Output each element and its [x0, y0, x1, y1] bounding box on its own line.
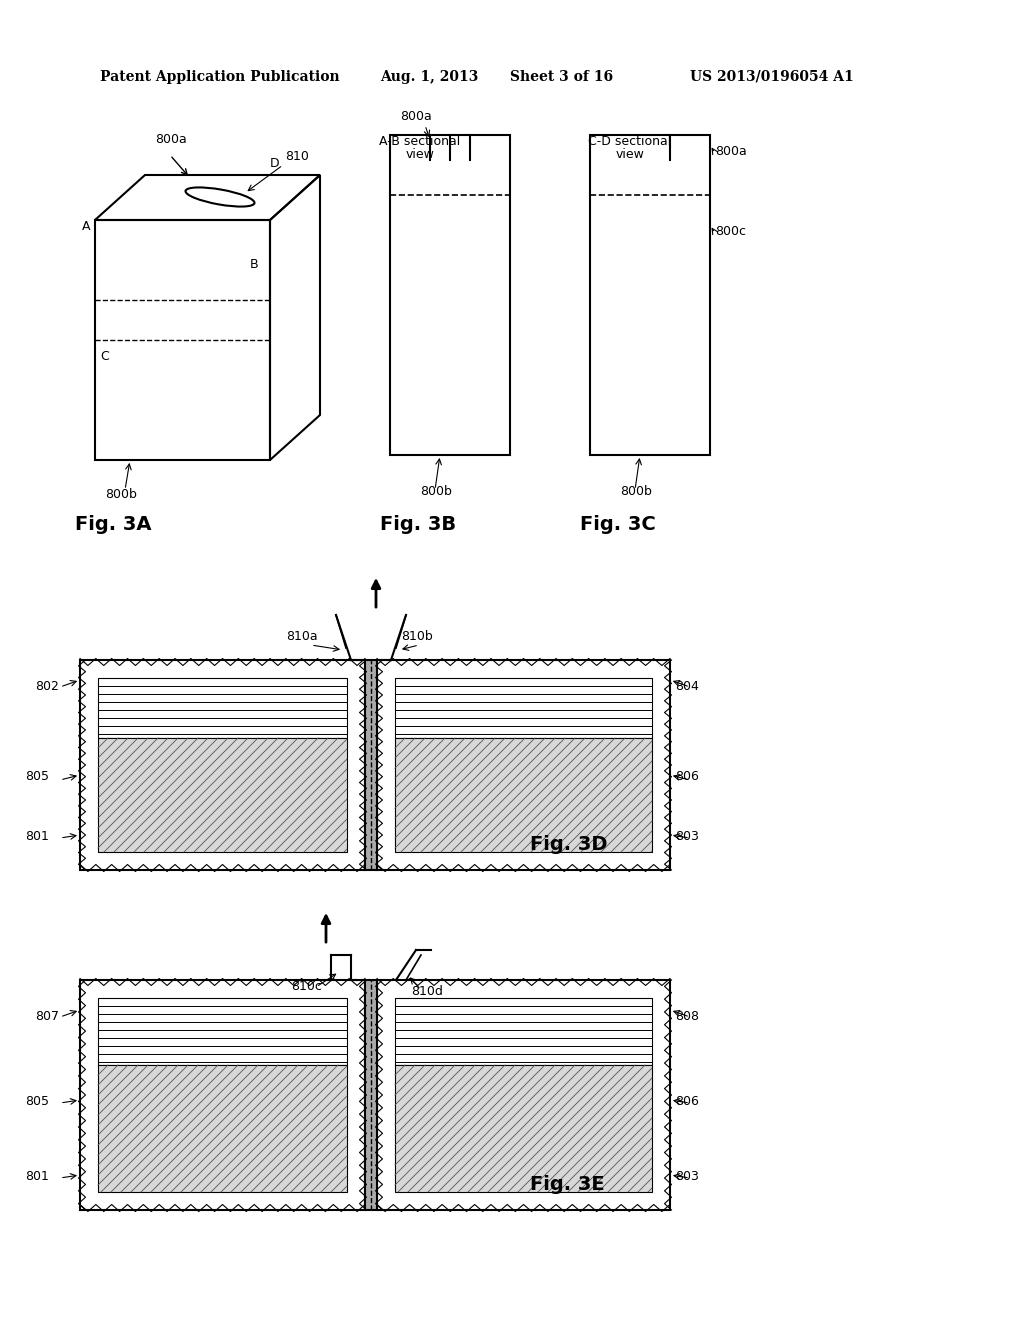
- Text: Fig. 3C: Fig. 3C: [580, 515, 655, 535]
- Text: 800a: 800a: [400, 110, 432, 123]
- Bar: [590, 135, 710, 455]
- Text: 800a: 800a: [155, 133, 186, 147]
- Text: 807: 807: [35, 1010, 59, 1023]
- Text: 810c: 810c: [291, 979, 322, 993]
- Bar: [80, 660, 365, 870]
- Bar: [98, 1065, 347, 1192]
- Text: view: view: [406, 148, 434, 161]
- Bar: [80, 979, 365, 1210]
- Text: 805: 805: [25, 770, 49, 783]
- Text: C: C: [100, 350, 109, 363]
- Ellipse shape: [185, 187, 255, 206]
- Text: Fig. 3B: Fig. 3B: [380, 515, 456, 535]
- Text: B: B: [250, 257, 259, 271]
- Text: 806: 806: [675, 770, 698, 783]
- Bar: [395, 998, 652, 1065]
- Text: US 2013/0196054 A1: US 2013/0196054 A1: [690, 70, 854, 84]
- Bar: [98, 998, 347, 1065]
- Text: 806: 806: [675, 1096, 698, 1107]
- Bar: [377, 979, 670, 1210]
- Bar: [98, 678, 347, 738]
- Bar: [395, 678, 652, 738]
- Text: 803: 803: [675, 830, 698, 843]
- Text: 802: 802: [35, 680, 58, 693]
- Text: 810d: 810d: [411, 985, 442, 998]
- Bar: [390, 135, 510, 455]
- Text: 800b: 800b: [420, 484, 452, 498]
- Text: Fig. 3D: Fig. 3D: [530, 836, 607, 854]
- Text: C-D sectional: C-D sectional: [589, 135, 672, 148]
- Text: 800a: 800a: [715, 145, 746, 158]
- Text: Fig. 3E: Fig. 3E: [530, 1175, 604, 1195]
- Text: 810b: 810b: [401, 630, 433, 643]
- Text: 801: 801: [25, 830, 49, 843]
- Bar: [98, 738, 347, 851]
- Text: 810a: 810a: [286, 630, 317, 643]
- Text: Aug. 1, 2013: Aug. 1, 2013: [380, 70, 478, 84]
- Bar: [365, 979, 377, 1210]
- Bar: [395, 738, 652, 851]
- Text: A-B sectional: A-B sectional: [379, 135, 461, 148]
- Text: 804: 804: [675, 680, 698, 693]
- Text: 810: 810: [285, 150, 309, 162]
- Bar: [365, 660, 377, 870]
- Text: Sheet 3 of 16: Sheet 3 of 16: [510, 70, 613, 84]
- Text: 805: 805: [25, 1096, 49, 1107]
- Text: 800c: 800c: [715, 224, 746, 238]
- Text: 801: 801: [25, 1170, 49, 1183]
- Bar: [395, 1065, 652, 1192]
- Text: D: D: [270, 157, 280, 170]
- Text: 800b: 800b: [105, 488, 137, 502]
- Text: 800b: 800b: [620, 484, 652, 498]
- Text: A: A: [82, 220, 90, 234]
- Bar: [377, 660, 670, 870]
- Text: 808: 808: [675, 1010, 699, 1023]
- Text: Patent Application Publication: Patent Application Publication: [100, 70, 340, 84]
- Text: view: view: [615, 148, 644, 161]
- Text: 803: 803: [675, 1170, 698, 1183]
- Text: Fig. 3A: Fig. 3A: [75, 515, 152, 535]
